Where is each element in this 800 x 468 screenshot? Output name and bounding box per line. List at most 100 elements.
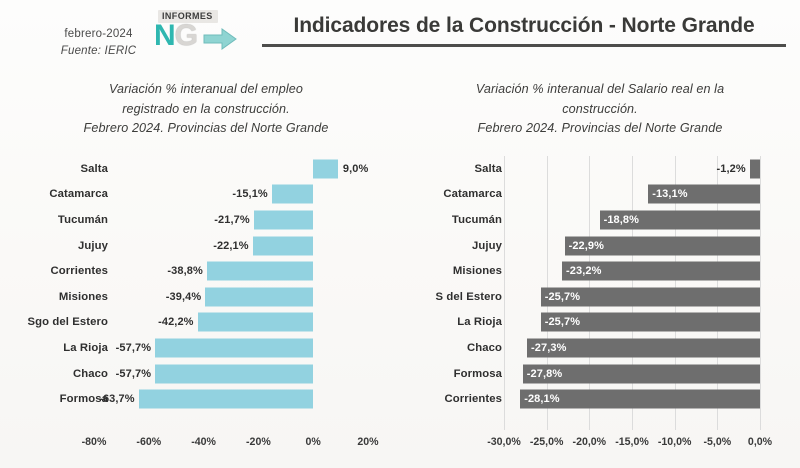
- bar-rows-empleo: Salta 9,0% Catamarca -15,1% Tucumán -21,7% Juj…: [8, 156, 404, 430]
- bar-track: -18,8%: [504, 207, 760, 233]
- x-axis-salario: -30,0% -25,0% -20,0% -15,0% -10,0% -5,0% 0,0%: [404, 432, 796, 456]
- chart-title-empleo: Variación % interanual del empleo regist…: [8, 80, 404, 139]
- bar-track: -27,8%: [504, 361, 760, 387]
- bar[interactable]: [520, 389, 760, 409]
- category-label: Formosa: [453, 367, 502, 380]
- bar-row: Formosa -27,8%: [404, 361, 796, 387]
- category-label: Sgo del Estero: [27, 316, 108, 329]
- category-label: S del Estero: [435, 290, 502, 303]
- bar[interactable]: [155, 364, 314, 384]
- category-label: Formosa: [59, 393, 108, 406]
- axis-tick-label: -40%: [191, 436, 216, 448]
- category-label: Salta: [474, 162, 502, 175]
- logo-letter-n: N: [154, 19, 176, 52]
- bar[interactable]: [527, 338, 760, 358]
- category-label: Corrientes: [444, 393, 502, 406]
- report-date: febrero-2024: [64, 28, 133, 40]
- bar-value-label: -27,8%: [526, 367, 563, 380]
- bar[interactable]: [522, 364, 760, 384]
- category-label: Jujuy: [471, 239, 502, 252]
- bar-row: Salta -1,2%: [404, 156, 796, 182]
- bar-track: -38,8%: [94, 258, 368, 284]
- bar-value-label: -22,1%: [213, 239, 249, 252]
- bar-track: -13,1%: [504, 182, 760, 208]
- bar-row: Corrientes -28,1%: [404, 386, 796, 412]
- bar[interactable]: [271, 184, 314, 204]
- plot-area-salario: Salta -1,2% Catamarca -13,1% Tucumán -18,8% Ju…: [404, 156, 796, 456]
- bar-rows-salario: Salta -1,2% Catamarca -13,1% Tucumán -18,8% Ju…: [404, 156, 796, 430]
- bar-track: -28,1%: [504, 386, 760, 412]
- bar-row: Misiones -39,4%: [8, 284, 404, 310]
- category-label: Misiones: [58, 290, 108, 303]
- category-label: Corrientes: [50, 265, 108, 278]
- bar[interactable]: [138, 389, 314, 409]
- bar-value-label: -57,7%: [115, 341, 152, 354]
- gridline: [504, 156, 505, 430]
- bar[interactable]: [564, 236, 760, 256]
- bar[interactable]: [313, 159, 338, 179]
- axis-tick-label: -80%: [81, 436, 107, 448]
- chart-title-line-3: Febrero 2024. Provincias del Norte Grand…: [477, 121, 723, 136]
- chart-title-line-2: registrado en la construcción.: [122, 101, 290, 116]
- bar-row: La Rioja -25,7%: [404, 310, 796, 336]
- bar[interactable]: [197, 312, 314, 332]
- bar-value-label: -25,7%: [544, 316, 581, 329]
- bar-value-label: -28,1%: [524, 393, 560, 406]
- bar[interactable]: [252, 236, 314, 256]
- axis-tick-label: -5,0%: [703, 436, 732, 448]
- bar-track: -27,3%: [504, 335, 760, 361]
- bar[interactable]: [749, 159, 760, 179]
- chart-title-line-1: Variación % interanual del Salario real …: [475, 82, 725, 96]
- bar-track: -63,7%: [94, 386, 368, 412]
- bar-row: Chaco -27,3%: [404, 335, 796, 361]
- bar-value-label: -13,1%: [652, 188, 688, 201]
- category-label: Catamarca: [49, 188, 108, 201]
- bar-track: -22,9%: [504, 233, 760, 259]
- bar-value-label: -63,7%: [99, 393, 135, 406]
- page-title: Indicadores de la Construcción - Norte G…: [293, 14, 755, 37]
- axis-tick-label: 0,0%: [747, 436, 773, 448]
- bar[interactable]: [599, 210, 760, 230]
- axis-tick-label: -20,0%: [572, 436, 607, 448]
- category-label: Misiones: [452, 265, 502, 278]
- chart-title-line-1: Variación % interanual del empleo: [109, 82, 303, 96]
- category-label: Catamarca: [443, 188, 502, 201]
- report-source: Fuente: IERIC: [60, 44, 137, 57]
- axis-tick-label: -60%: [136, 436, 162, 448]
- axis-tick-label: 20%: [357, 436, 379, 448]
- bar-row: Formosa -63,7%: [8, 386, 404, 412]
- bar-value-label: -1,2%: [716, 162, 746, 175]
- bar[interactable]: [155, 338, 314, 358]
- axis-tick-label: -20%: [246, 436, 271, 448]
- category-label: La Rioja: [63, 341, 108, 354]
- bar[interactable]: [540, 287, 760, 307]
- bar-track: -23,2%: [504, 258, 760, 284]
- category-label: Tucumán: [451, 213, 502, 226]
- chart-title-salario: Variación % interanual del Salario real …: [404, 80, 796, 139]
- bar-track: -42,2%: [94, 310, 368, 336]
- bar[interactable]: [205, 287, 314, 307]
- bar-row: S del Estero -25,7%: [404, 284, 796, 310]
- bar[interactable]: [648, 184, 760, 204]
- axis-tick-label: -30,0%: [487, 436, 521, 448]
- bar[interactable]: [562, 261, 760, 281]
- bar[interactable]: [540, 312, 760, 332]
- plot-area-empleo: Salta 9,0% Catamarca -15,1% Tucumán -21,7% Juj…: [8, 156, 404, 456]
- bar[interactable]: [206, 261, 314, 281]
- bar-track: -25,7%: [504, 310, 760, 336]
- bar-value-label: -57,7%: [115, 367, 152, 380]
- bar-track: -57,7%: [94, 335, 368, 361]
- gridline: [760, 156, 761, 430]
- category-label: Salta: [80, 162, 108, 175]
- axis-tick-label: 0%: [305, 436, 321, 448]
- bar-value-label: -25,7%: [544, 290, 581, 303]
- category-label: Chaco: [466, 341, 502, 354]
- bar-row: Misiones -23,2%: [404, 258, 796, 284]
- x-axis-empleo: -80% -60% -40% -20% 0% 20%: [8, 432, 404, 456]
- title-block: Indicadores de la Construcción - Norte G…: [262, 14, 786, 47]
- bar[interactable]: [253, 210, 314, 230]
- bar-value-label: -15,1%: [232, 188, 268, 201]
- bar-value-label: 9,0%: [342, 162, 369, 175]
- chart-title-line-3: Febrero 2024. Provincias del Norte Grand…: [83, 121, 329, 136]
